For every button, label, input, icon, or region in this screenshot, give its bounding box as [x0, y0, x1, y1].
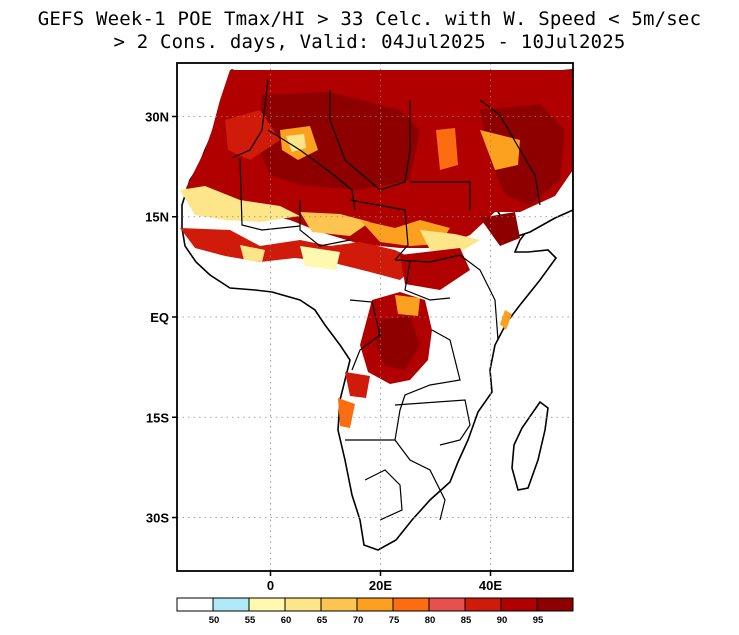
colorbar-swatch: [464, 597, 502, 612]
map-title-line1: GEFS Week-1 POE Tmax/HI > 33 Celc. with …: [37, 8, 702, 30]
colorbar-label: 50: [209, 615, 220, 626]
lat-tick-label: 30S: [146, 511, 169, 526]
colorbar-label: 85: [461, 615, 472, 626]
colorbar-swatch: [284, 597, 322, 612]
colorbar-swatch: [428, 597, 466, 612]
colorbar-label: 75: [389, 615, 400, 626]
lon-tick-label: 0: [267, 578, 274, 593]
lat-tick-label: EQ: [150, 310, 169, 325]
colorbar-swatch: [320, 597, 358, 612]
madagascar-island: [511, 400, 549, 491]
lon-tick-label: 20E: [369, 578, 392, 593]
colorbar-label: 80: [425, 615, 436, 626]
colorbar-swatch: [500, 597, 538, 612]
colorbar-swatch: [248, 597, 286, 612]
colorbar-swatch: [176, 597, 214, 612]
colorbar-label: 65: [317, 615, 328, 626]
lat-tick-label: 15S: [146, 410, 169, 425]
colorbar-swatch: [212, 597, 250, 612]
map-title-line2: > 2 Cons. days, Valid: 04Jul2025 - 10Jul…: [113, 31, 626, 53]
country-borders: [231, 79, 541, 521]
colorbar: 50 55 60 65 70 75 80 85 90 95: [176, 597, 574, 626]
gridlines: [177, 63, 573, 571]
colorbar-label: 95: [533, 615, 544, 626]
latitude-axis: 30N 15N EQ 15S 30S: [145, 109, 177, 526]
lat-tick-label: 15N: [145, 210, 169, 225]
colorbar-label: 90: [497, 615, 508, 626]
colorbar-swatch: [536, 597, 574, 612]
lon-tick-label: 40E: [479, 578, 502, 593]
colorbar-label: 60: [281, 615, 292, 626]
lat-tick-label: 30N: [145, 109, 169, 124]
colorbar-swatch: [392, 597, 430, 612]
longitude-axis: 0 20E 40E: [267, 571, 502, 593]
colorbar-swatch: [356, 597, 394, 612]
probability-shading: [180, 70, 573, 428]
colorbar-label: 70: [353, 615, 364, 626]
colorbar-label: 55: [245, 615, 256, 626]
